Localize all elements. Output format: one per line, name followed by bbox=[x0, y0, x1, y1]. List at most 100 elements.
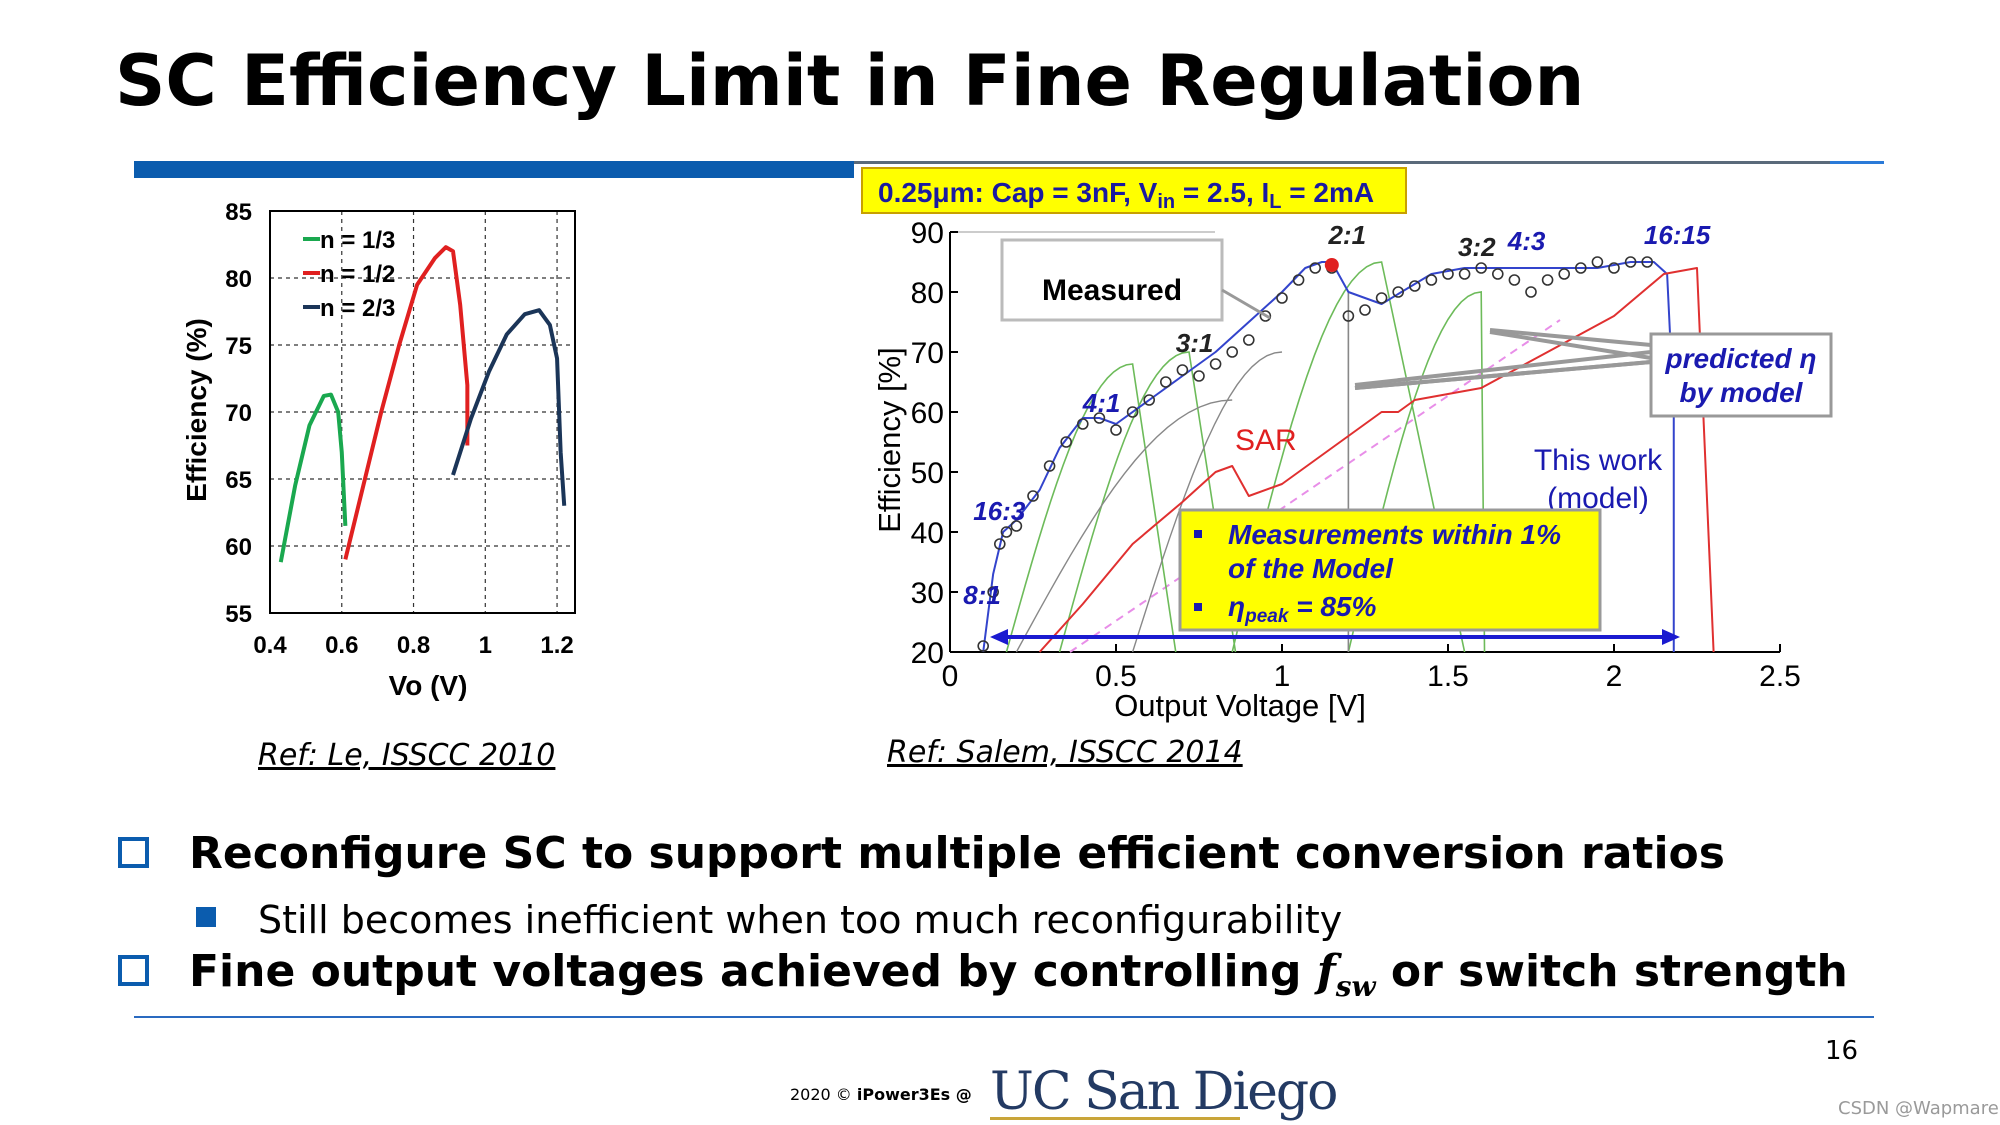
legend-label: n = 1/2 bbox=[320, 261, 395, 288]
ratio-labels-group: 16:3 8:1 4:1 3:1 2:1 3:2 4:3 16:15 bbox=[963, 220, 1711, 610]
left-y-tick-label: 55 bbox=[225, 601, 252, 628]
measured-marker bbox=[1409, 280, 1421, 292]
bullet-1-text: Reconfigure SC to support multiple effic… bbox=[189, 828, 1725, 879]
checkbox-icon bbox=[118, 836, 149, 868]
note-box bbox=[1178, 508, 1602, 632]
left-chart: 0.4 0.6 0.8 1 1.2 55 60 65 70 75 80 85 Vo (V) Effic… bbox=[181, 199, 576, 701]
right-series-line bbox=[1038, 267, 1715, 653]
ratio-label: 16:15 bbox=[1644, 220, 1711, 250]
left-y-tick-label: 80 bbox=[225, 266, 252, 293]
left-x-tick-label: 1.2 bbox=[540, 632, 573, 659]
measured-marker bbox=[1492, 268, 1504, 280]
measured-marker bbox=[1525, 286, 1537, 298]
header-box bbox=[861, 167, 1407, 214]
measured-marker bbox=[1077, 418, 1089, 430]
measured-marker bbox=[1475, 262, 1487, 274]
predicted-callout-box bbox=[1649, 332, 1833, 418]
range-arrow-left-head bbox=[990, 629, 1008, 645]
measured-marker bbox=[1010, 520, 1023, 532]
left-ticks-group: 0.4 0.6 0.8 1 1.2 55 60 65 70 75 80 85 bbox=[225, 199, 573, 659]
measured-callout-label: Measured bbox=[1042, 274, 1182, 307]
page-number: 16 bbox=[1825, 1036, 1859, 1066]
right-x-tick-label: 2 bbox=[1606, 660, 1623, 693]
right-y-tick-label: 60 bbox=[911, 397, 944, 430]
title-underline-bar bbox=[134, 161, 854, 178]
measured-marker bbox=[1425, 274, 1438, 286]
measured-marker bbox=[1226, 346, 1238, 358]
measured-marker bbox=[1209, 358, 1222, 370]
measured-callout-arrow bbox=[1221, 288, 1271, 320]
left-x-tick-label: 0.6 bbox=[325, 632, 358, 659]
measured-marker bbox=[1043, 460, 1056, 472]
note-line-1: Measurements within 1% bbox=[1228, 519, 1561, 550]
left-reference: Ref: Le, ISSCC 2010 bbox=[258, 738, 556, 773]
sub-bullet-1-text: Still becomes inefficient when too much … bbox=[258, 898, 1343, 942]
ratio-label: 3:1 bbox=[1176, 328, 1214, 358]
note-bullet-1 bbox=[1194, 530, 1202, 538]
ucsd-logo-underline bbox=[990, 1117, 1240, 1120]
legend-label: n = 1/3 bbox=[320, 227, 395, 254]
measured-marker bbox=[1375, 292, 1388, 304]
left-series-line bbox=[278, 392, 348, 563]
right-y-tick-label: 70 bbox=[911, 337, 944, 370]
measured-marker bbox=[1243, 334, 1255, 346]
measured-marker bbox=[977, 640, 990, 652]
legend-label: n = 2/3 bbox=[320, 295, 395, 322]
left-legend: n = 1/3 n = 1/2 n = 2/3 bbox=[303, 227, 395, 322]
right-y-tick-label: 40 bbox=[911, 517, 944, 550]
bottom-rule bbox=[134, 1016, 1874, 1018]
this-work-label-1: This work bbox=[1534, 444, 1663, 477]
measured-marker bbox=[993, 538, 1006, 550]
left-x-tick-label: 0.4 bbox=[253, 632, 287, 659]
ratio-label: 16:3 bbox=[973, 496, 1026, 526]
left-y-tick-label: 75 bbox=[225, 333, 252, 360]
green-model-curve bbox=[1058, 351, 1237, 653]
right-series-line bbox=[982, 261, 1675, 653]
ratio-label: 2:1 bbox=[1327, 220, 1366, 250]
measured-marker bbox=[1392, 286, 1404, 298]
square-bullet-icon bbox=[196, 906, 216, 927]
sar-label: SAR bbox=[1235, 424, 1297, 457]
left-x-axis-label: Vo (V) bbox=[389, 670, 468, 701]
left-series-line bbox=[343, 245, 470, 560]
right-y-tick-label: 20 bbox=[911, 637, 944, 670]
left-x-tick-label: 0.8 bbox=[397, 632, 430, 659]
right-x-tick-label: 1.5 bbox=[1427, 660, 1469, 693]
right-y-tick-label: 30 bbox=[911, 577, 944, 610]
measured-marker bbox=[1508, 274, 1521, 286]
left-y-tick-label: 70 bbox=[225, 400, 252, 427]
measured-marker bbox=[1575, 262, 1587, 274]
right-series-group bbox=[982, 261, 1715, 653]
measured-marker bbox=[1160, 376, 1172, 388]
title-underline-rule bbox=[854, 161, 1884, 164]
measured-marker bbox=[1176, 364, 1189, 376]
measured-marker bbox=[1608, 262, 1620, 274]
right-measured-markers bbox=[977, 256, 1653, 652]
footer-text: 2020 © iPower3Es @ bbox=[790, 1085, 972, 1104]
slide-title: SC Efficiency Limit in Fine Regulation bbox=[115, 40, 1585, 122]
right-x-tick-label: 2.5 bbox=[1759, 660, 1801, 693]
title-underline-accent bbox=[1830, 161, 1884, 164]
bullet-2-text-pre: Fine output voltages achieved by control… bbox=[189, 946, 1317, 997]
ratio-label: 4:3 bbox=[1507, 226, 1546, 256]
measured-marker bbox=[1309, 262, 1321, 274]
predicted-callout-line2: by model bbox=[1680, 377, 1804, 408]
measured-marker bbox=[1292, 274, 1305, 286]
measured-marker bbox=[1093, 412, 1106, 424]
measured-marker bbox=[1458, 268, 1471, 280]
measured-marker bbox=[1126, 406, 1139, 418]
right-ticks-group: 0 0.5 1 1.5 2 2.5 20 30 40 50 60 70 80 90 bbox=[911, 217, 1801, 693]
ratio-label: 4:1 bbox=[1082, 388, 1121, 418]
ucsd-logo: UC San Diego bbox=[990, 1062, 1338, 1122]
left-y-tick-label: 60 bbox=[225, 534, 252, 561]
left-y-tick-label: 85 bbox=[225, 199, 252, 226]
right-x-tick-label: 0.5 bbox=[1095, 660, 1137, 693]
checkbox-icon bbox=[118, 954, 149, 986]
predicted-arrow-long bbox=[1354, 360, 1652, 390]
left-series-group bbox=[278, 245, 567, 563]
left-plot-frame bbox=[269, 210, 576, 614]
measured-marker bbox=[987, 586, 999, 598]
measured-marker bbox=[1624, 256, 1637, 268]
left-y-tick-label: 65 bbox=[225, 467, 252, 494]
